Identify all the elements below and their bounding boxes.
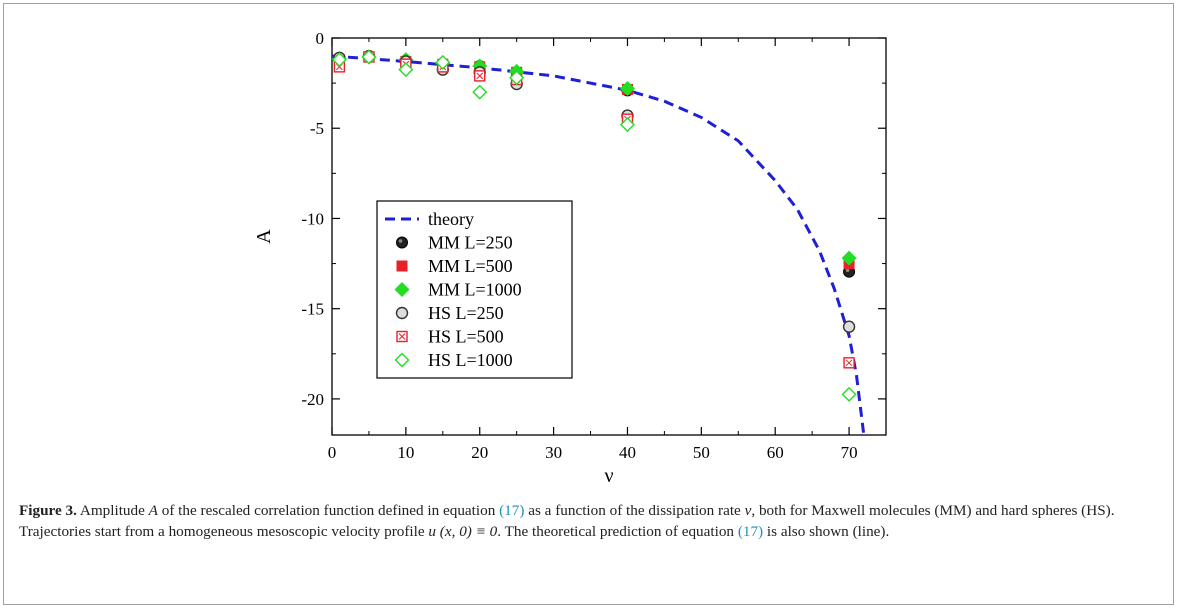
y-tick-label: -10 bbox=[301, 209, 324, 228]
x-tick-label: 40 bbox=[619, 443, 636, 462]
data-point-series-5 bbox=[509, 70, 525, 86]
data-point-series-5 bbox=[435, 54, 451, 70]
caption-equation-link-1[interactable]: (17) bbox=[499, 502, 525, 519]
caption-equation-link-2[interactable]: (17) bbox=[737, 523, 764, 540]
legend-box bbox=[376, 200, 573, 379]
data-point-series-5 bbox=[361, 49, 377, 65]
legend-swatch bbox=[396, 260, 408, 272]
caption-nu-symbol: ν bbox=[744, 502, 752, 519]
plot-area-frame bbox=[331, 37, 887, 436]
figure-frame bbox=[3, 3, 1174, 605]
data-point-series-4 bbox=[474, 70, 486, 82]
y-tick-label: -15 bbox=[301, 300, 324, 319]
x-tick-label: 20 bbox=[471, 443, 488, 462]
data-point-series-5 bbox=[472, 84, 488, 100]
legend-swatch bbox=[396, 330, 408, 343]
legend-swatch bbox=[394, 282, 410, 297]
x-tick-label: 50 bbox=[693, 443, 710, 462]
x-tick-label: 70 bbox=[841, 443, 858, 462]
caption-amplitude-symbol: A bbox=[148, 502, 158, 519]
x-axis-label: ν bbox=[604, 465, 613, 487]
legend-swatch bbox=[395, 306, 409, 320]
y-tick-label: -20 bbox=[301, 390, 324, 409]
data-point-series-4 bbox=[843, 357, 855, 369]
caption-label: Figure 3. bbox=[19, 502, 77, 519]
caption-text-4: , both for Maxwell molecules (MM) and ha… bbox=[19, 502, 1115, 540]
legend-label: MM L=250 bbox=[428, 233, 513, 253]
data-point-series-2 bbox=[619, 81, 635, 97]
caption-text-5: . The theoretical prediction of equation bbox=[497, 523, 738, 540]
data-point-series-5 bbox=[398, 62, 414, 78]
legend-theory-label: theory bbox=[428, 209, 474, 229]
caption-text-2: of the rescaled correlation function def… bbox=[157, 502, 500, 519]
legend-label: HS L=500 bbox=[428, 327, 504, 347]
x-tick-label: 0 bbox=[328, 443, 337, 462]
caption-velocity-profile: u (x, 0) ≡ 0 bbox=[428, 523, 498, 540]
theory-curve bbox=[332, 54, 866, 435]
data-point-series-2 bbox=[841, 250, 857, 266]
chart: 0 10 20 30 40 50 60 70 0 -5 -10 -15 -20 ν A theory MM L… bbox=[253, 29, 887, 487]
data-point-series-5 bbox=[619, 117, 635, 133]
legend-swatch bbox=[394, 352, 410, 368]
legend-label: MM L=1000 bbox=[428, 280, 522, 300]
y-tick-label: 0 bbox=[316, 29, 325, 48]
legend-label: HS L=1000 bbox=[428, 350, 513, 370]
x-tick-label: 10 bbox=[397, 443, 414, 462]
legend-label: HS L=250 bbox=[428, 303, 504, 323]
x-tick-label: 60 bbox=[767, 443, 784, 462]
data-point-series-5 bbox=[841, 386, 857, 402]
caption-text-3: as a function of the dissipation rate bbox=[524, 502, 745, 519]
data-point-series-5 bbox=[331, 52, 347, 68]
y-tick-label: -5 bbox=[310, 119, 324, 138]
data-point-series-3 bbox=[842, 320, 856, 333]
caption-text-6: is also shown (line). bbox=[763, 523, 890, 540]
y-axis-label: A bbox=[253, 229, 275, 244]
caption-text-1: Amplitude bbox=[76, 502, 149, 519]
legend-swatch bbox=[396, 236, 408, 249]
x-tick-label: 30 bbox=[545, 443, 562, 462]
figure-caption: Figure 3. Amplitude A of the rescaled co… bbox=[19, 500, 1159, 542]
legend-label: MM L=500 bbox=[428, 256, 513, 276]
